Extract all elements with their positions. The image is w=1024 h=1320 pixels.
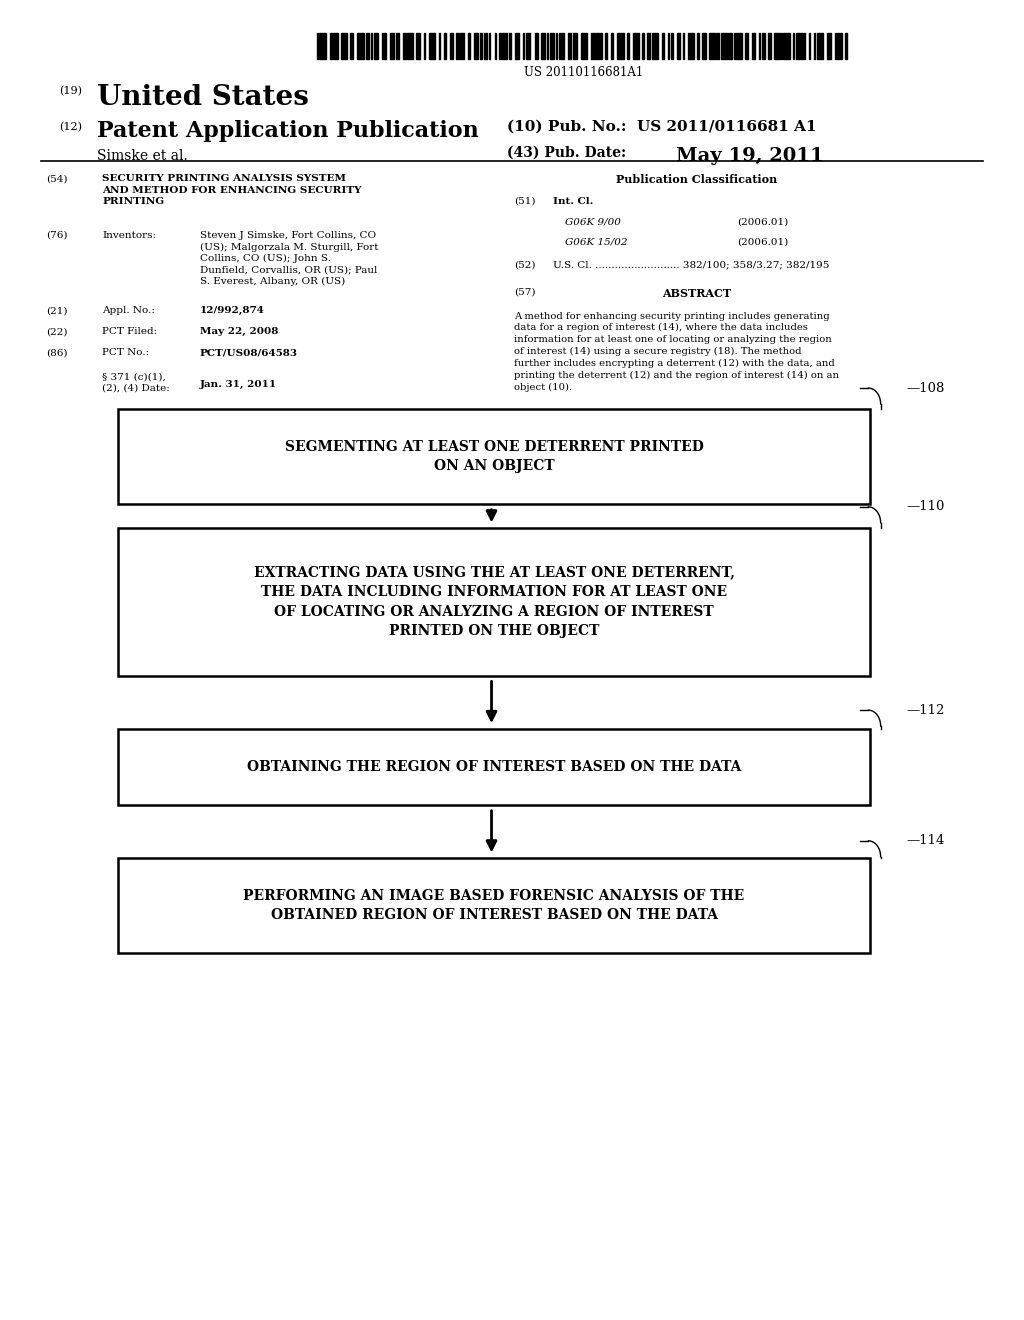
Text: Jan. 31, 2011: Jan. 31, 2011	[200, 380, 276, 389]
Text: May 19, 2011: May 19, 2011	[676, 147, 823, 165]
Text: PCT/US08/64583: PCT/US08/64583	[200, 348, 298, 358]
Text: (54): (54)	[46, 174, 68, 183]
Text: Inventors:: Inventors:	[102, 231, 157, 240]
Text: § 371 (c)(1),
(2), (4) Date:: § 371 (c)(1), (2), (4) Date:	[102, 372, 170, 392]
Text: G06K 15/02: G06K 15/02	[565, 238, 628, 247]
Text: (51): (51)	[514, 197, 536, 206]
FancyBboxPatch shape	[118, 528, 870, 676]
Text: A method for enhancing security printing includes generating
data for a region o: A method for enhancing security printing…	[514, 312, 839, 392]
Text: G06K 9/00: G06K 9/00	[565, 218, 622, 227]
Text: 12/992,874: 12/992,874	[200, 306, 264, 315]
Text: —114: —114	[906, 834, 944, 847]
Text: (10) Pub. No.:  US 2011/0116681 A1: (10) Pub. No.: US 2011/0116681 A1	[507, 120, 816, 135]
FancyBboxPatch shape	[118, 409, 870, 504]
Text: (12): (12)	[59, 121, 82, 132]
Text: Simske et al.: Simske et al.	[97, 149, 188, 164]
Text: (43) Pub. Date:: (43) Pub. Date:	[507, 145, 626, 160]
Text: (2006.01): (2006.01)	[737, 238, 788, 247]
Text: Patent Application Publication: Patent Application Publication	[97, 120, 479, 143]
Text: EXTRACTING DATA USING THE AT LEAST ONE DETERRENT,
THE DATA INCLUDING INFORMATION: EXTRACTING DATA USING THE AT LEAST ONE D…	[254, 566, 734, 638]
Text: (2006.01): (2006.01)	[737, 218, 788, 227]
Text: —108: —108	[906, 381, 944, 395]
Text: SECURITY PRINTING ANALYSIS SYSTEM
AND METHOD FOR ENHANCING SECURITY
PRINTING: SECURITY PRINTING ANALYSIS SYSTEM AND ME…	[102, 174, 361, 206]
Text: PCT Filed:: PCT Filed:	[102, 327, 158, 337]
Text: —110: —110	[906, 500, 944, 513]
Text: (57): (57)	[514, 288, 536, 297]
Text: ABSTRACT: ABSTRACT	[662, 288, 731, 298]
Text: (76): (76)	[46, 231, 68, 240]
Text: (52): (52)	[514, 260, 536, 269]
Text: May 22, 2008: May 22, 2008	[200, 327, 279, 337]
Text: Int. Cl.: Int. Cl.	[553, 197, 593, 206]
Text: PCT No.:: PCT No.:	[102, 348, 150, 358]
Text: (86): (86)	[46, 348, 68, 358]
Text: OBTAINING THE REGION OF INTEREST BASED ON THE DATA: OBTAINING THE REGION OF INTEREST BASED O…	[247, 760, 741, 774]
Text: PERFORMING AN IMAGE BASED FORENSIC ANALYSIS OF THE
OBTAINED REGION OF INTEREST B: PERFORMING AN IMAGE BASED FORENSIC ANALY…	[244, 888, 744, 923]
Text: Publication Classification: Publication Classification	[615, 174, 777, 185]
Text: (19): (19)	[59, 86, 82, 96]
Text: (22): (22)	[46, 327, 68, 337]
Text: SEGMENTING AT LEAST ONE DETERRENT PRINTED
ON AN OBJECT: SEGMENTING AT LEAST ONE DETERRENT PRINTE…	[285, 440, 703, 474]
Text: United States: United States	[97, 84, 309, 111]
Text: (21): (21)	[46, 306, 68, 315]
Text: U.S. Cl. .......................... 382/100; 358/3.27; 382/195: U.S. Cl. .......................... 382/…	[553, 260, 829, 269]
FancyBboxPatch shape	[118, 858, 870, 953]
Text: —112: —112	[906, 704, 944, 717]
Text: US 20110116681A1: US 20110116681A1	[524, 66, 643, 79]
FancyBboxPatch shape	[118, 729, 870, 805]
Text: Steven J Simske, Fort Collins, CO
(US); Malgorzala M. Sturgill, Fort
Collins, CO: Steven J Simske, Fort Collins, CO (US); …	[200, 231, 378, 286]
Text: Appl. No.:: Appl. No.:	[102, 306, 156, 315]
